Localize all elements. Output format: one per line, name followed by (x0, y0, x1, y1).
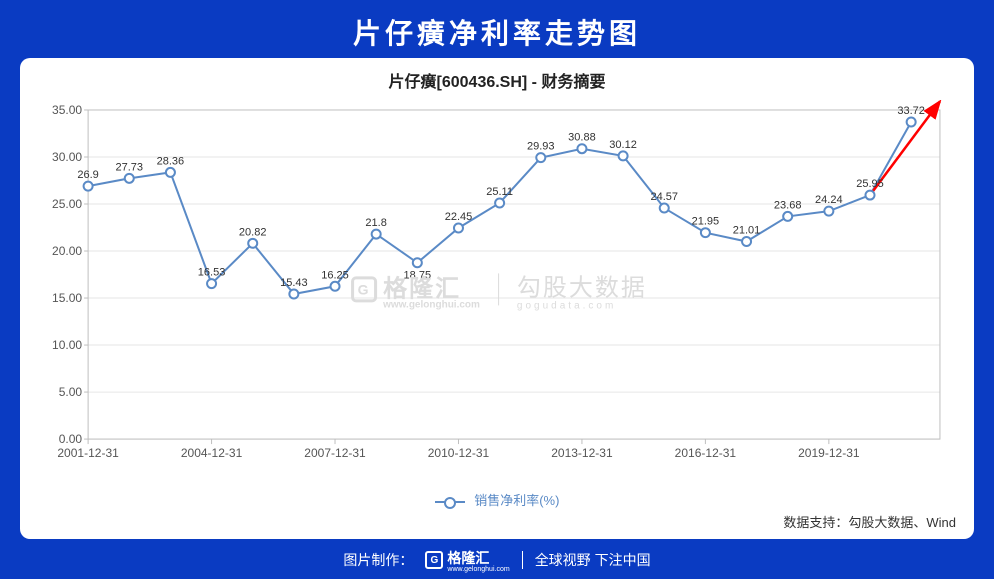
svg-text:24.24: 24.24 (815, 194, 843, 206)
svg-text:25.95: 25.95 (856, 178, 884, 190)
svg-text:2010-12-31: 2010-12-31 (428, 446, 490, 460)
svg-text:29.93: 29.93 (527, 141, 555, 153)
legend-label: 销售净利率(%) (474, 493, 559, 508)
svg-text:25.11: 25.11 (486, 186, 513, 198)
chart-container: 片仔癀净利率走势图 片仔癀[600436.SH] - 财务摘要 G 格隆汇 ww… (0, 0, 994, 579)
chart-card: 片仔癀[600436.SH] - 财务摘要 G 格隆汇 www.gelonghu… (20, 58, 974, 539)
footer-logo-icon: G (425, 551, 443, 569)
footer-bar: 图片制作： G 格隆汇 www.gelonghui.com 全球视野 下注中国 (0, 541, 994, 579)
svg-text:16.25: 16.25 (321, 269, 349, 281)
svg-text:20.82: 20.82 (239, 226, 267, 238)
svg-text:0.00: 0.00 (59, 432, 83, 446)
svg-text:10.00: 10.00 (52, 338, 82, 352)
svg-text:21.8: 21.8 (365, 217, 386, 229)
svg-text:30.12: 30.12 (609, 139, 637, 151)
svg-text:23.68: 23.68 (774, 199, 802, 211)
svg-text:2016-12-31: 2016-12-31 (675, 446, 737, 460)
svg-text:2001-12-31: 2001-12-31 (57, 446, 119, 460)
svg-text:2013-12-31: 2013-12-31 (551, 446, 613, 460)
svg-text:28.36: 28.36 (157, 155, 185, 167)
svg-text:2007-12-31: 2007-12-31 (304, 446, 366, 460)
svg-text:24.57: 24.57 (650, 191, 678, 203)
svg-text:22.45: 22.45 (445, 211, 473, 223)
line-chart-svg: 0.00 5.00 10.00 15.00 20.00 25.00 30.00 35.00 20… (38, 100, 960, 469)
svg-text:30.00: 30.00 (52, 150, 82, 164)
page-title: 片仔癀净利率走势图 (0, 0, 994, 52)
svg-text:27.73: 27.73 (115, 161, 143, 173)
svg-text:21.95: 21.95 (692, 216, 720, 228)
footer-logo-text: 格隆汇 (447, 550, 489, 566)
footer-logo: G 格隆汇 www.gelonghui.com (425, 548, 509, 573)
chart-subtitle: 片仔癀[600436.SH] - 财务摘要 (20, 58, 974, 92)
legend-marker-icon (435, 501, 465, 503)
chart-legend: 销售净利率(%) (20, 490, 974, 509)
svg-text:2004-12-31: 2004-12-31 (181, 446, 243, 460)
svg-text:18.75: 18.75 (404, 270, 432, 282)
footer-logo-sub: www.gelonghui.com (447, 566, 509, 573)
footer-tagline: 全球视野 下注中国 (535, 550, 651, 570)
svg-text:20.00: 20.00 (52, 244, 82, 258)
svg-text:2019-12-31: 2019-12-31 (798, 446, 860, 460)
svg-text:33.72: 33.72 (897, 105, 925, 117)
svg-text:5.00: 5.00 (59, 385, 83, 399)
svg-text:15.43: 15.43 (280, 277, 308, 289)
svg-text:21.01: 21.01 (733, 225, 761, 237)
svg-text:16.53: 16.53 (198, 267, 226, 279)
footer-divider (522, 551, 523, 569)
svg-text:30.88: 30.88 (568, 132, 596, 144)
chart-plot-area: G 格隆汇 www.gelonghui.com 勾股大数据 gogudata.c… (38, 100, 960, 469)
footer-prefix: 图片制作： (343, 550, 413, 570)
svg-text:25.00: 25.00 (52, 197, 82, 211)
svg-text:26.9: 26.9 (77, 169, 98, 181)
svg-text:15.00: 15.00 (52, 291, 82, 305)
svg-text:35.00: 35.00 (52, 103, 82, 117)
data-source-label: 数据支持：勾股大数据、Wind (783, 512, 956, 531)
